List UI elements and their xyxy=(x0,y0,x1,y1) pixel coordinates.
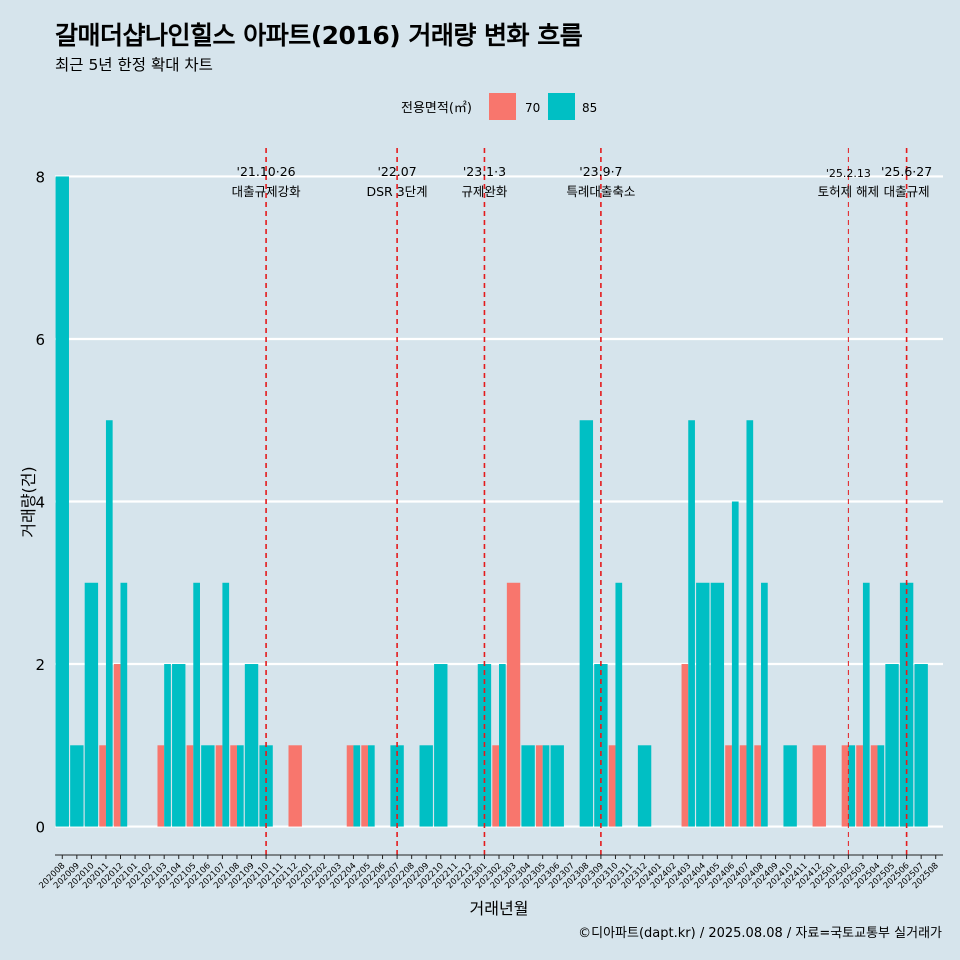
bar-202503-85 xyxy=(862,582,870,827)
x-axis: 2020082020092020102020112020122021012021… xyxy=(37,854,943,891)
bar-202502-70 xyxy=(841,745,849,827)
bar-202408-70 xyxy=(754,745,762,827)
bar-202104-85 xyxy=(172,664,186,827)
bar-202406-85 xyxy=(731,501,739,827)
event-label-3: 특례대출축소 xyxy=(566,184,635,199)
bar-202205-70 xyxy=(361,745,368,827)
bar-202404-85 xyxy=(696,582,710,827)
bar-202109-85 xyxy=(244,664,259,827)
bar-202112-70 xyxy=(288,745,302,827)
bar-202412-70 xyxy=(812,745,826,827)
x-axis-label: 거래년월 xyxy=(470,899,529,918)
y-tick-label-6: 6 xyxy=(35,331,45,349)
bar-202209-85 xyxy=(419,745,433,827)
bar-202406-70 xyxy=(725,745,732,827)
bar-202308-85 xyxy=(579,420,594,827)
y-tick-label-8: 8 xyxy=(35,168,45,186)
legend-label-70: 70 xyxy=(525,101,540,115)
bar-202302-70 xyxy=(492,745,499,827)
bar-202108-85 xyxy=(236,745,244,827)
bar-202204-85 xyxy=(353,745,361,827)
bar-202408-85 xyxy=(761,582,768,827)
event-label-1: DSR 3단계 xyxy=(367,184,428,199)
bar-202010-85 xyxy=(84,582,99,827)
chart-subtitle: 최근 5년 한정 확대 차트 xyxy=(55,56,213,74)
bar-202502-85 xyxy=(848,745,856,827)
bar-202205-85 xyxy=(367,745,375,827)
event-label-2: 규제완화 xyxy=(461,184,508,199)
bar-202302-85 xyxy=(499,664,506,827)
bar-202305-70 xyxy=(535,745,543,827)
bar-202210-85 xyxy=(434,664,448,827)
bar-202107-85 xyxy=(222,582,230,827)
legend-label-85: 85 xyxy=(582,101,597,115)
bar-202407-85 xyxy=(746,420,754,827)
event-lines: '21.10·26 대출규제강화 '22.07 DSR 3단계 '23.1·3 규제완화 '… xyxy=(232,148,932,855)
y-axis: 0 2 4 6 8 xyxy=(35,168,45,836)
event-label-5: 대출규제 xyxy=(884,184,930,199)
bar-202107-70 xyxy=(215,745,223,827)
event-date-3: '23.9·7 xyxy=(579,164,622,179)
chart-title: 갈매더샵나인힐스 아파트(2016) 거래량 변화 흐름 xyxy=(55,21,583,50)
event-date-2: '23.1·3 xyxy=(463,164,506,179)
legend-swatch-85 xyxy=(548,93,575,120)
y-tick-label-4: 4 xyxy=(35,494,45,512)
bar-202410-85 xyxy=(783,745,797,827)
legend-swatch-70 xyxy=(489,93,516,120)
bar-202011-85 xyxy=(105,420,113,827)
bar-202304-85 xyxy=(521,745,535,827)
source-caption: ©디아파트(dapt.kr) / 2025.08.08 / 자료=국토교통부 실… xyxy=(578,926,942,941)
bar-202108-70 xyxy=(230,745,237,827)
bar-202012-70 xyxy=(113,664,121,827)
bar-202106-85 xyxy=(201,745,215,827)
bar-202504-70 xyxy=(870,745,878,827)
bar-202105-70 xyxy=(186,745,194,827)
bar-202310-85 xyxy=(615,582,623,827)
bar-202312-85 xyxy=(637,745,652,827)
event-date-0: '21.10·26 xyxy=(237,164,296,179)
bar-202403-70 xyxy=(681,664,689,827)
bar-202105-85 xyxy=(193,582,200,827)
y-axis-label: 거래량(건) xyxy=(19,466,38,537)
bar-202310-70 xyxy=(608,745,616,827)
event-date-5: '25.6·27 xyxy=(881,164,932,179)
bar-202012-85 xyxy=(120,582,128,827)
bar-202008-85 xyxy=(55,176,69,827)
bar-202011-70 xyxy=(99,745,106,827)
y-tick-label-2: 2 xyxy=(35,656,45,674)
bar-202504-85 xyxy=(877,745,885,827)
bar-202303-70 xyxy=(506,582,521,827)
legend: 전용면적(㎡) 70 85 xyxy=(401,93,597,120)
bar-202405-85 xyxy=(710,582,725,827)
bar-202505-85 xyxy=(885,664,899,827)
bar-202507-85 xyxy=(914,664,928,827)
bar-202506-85 xyxy=(899,582,914,827)
bar-202110-85 xyxy=(259,745,273,827)
bar-202403-85 xyxy=(688,420,695,827)
event-label-4: 토허제 해제 xyxy=(818,184,879,199)
event-date-4: '25.2.13 xyxy=(826,167,871,180)
bar-202103-70 xyxy=(157,745,165,827)
bars xyxy=(55,176,928,827)
bar-202407-70 xyxy=(739,745,747,827)
legend-title: 전용면적(㎡) xyxy=(401,101,472,116)
event-label-0: 대출규제강화 xyxy=(232,184,302,199)
bar-202103-85 xyxy=(164,664,171,827)
event-date-1: '22.07 xyxy=(377,164,416,179)
bar-202503-70 xyxy=(856,745,863,827)
bar-202204-70 xyxy=(346,745,354,827)
bar-202009-85 xyxy=(70,745,84,827)
bar-202306-85 xyxy=(550,745,564,827)
bar-202305-85 xyxy=(542,745,550,827)
bar-202207-85 xyxy=(390,745,404,827)
y-tick-label-0: 0 xyxy=(35,819,45,837)
